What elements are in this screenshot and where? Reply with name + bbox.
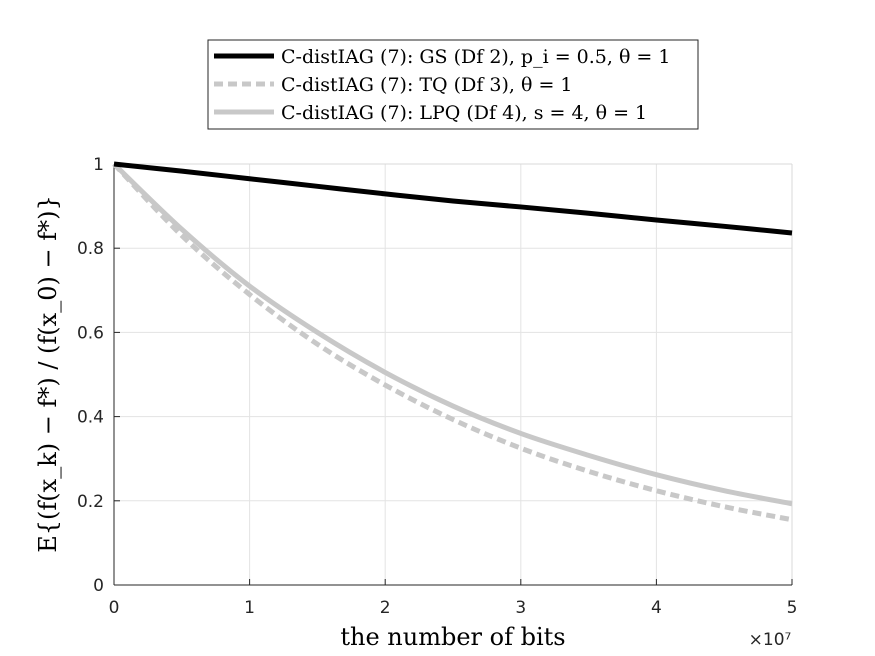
y-tick-label: 0.6 — [77, 323, 104, 343]
y-tick-label: 0.2 — [77, 492, 104, 512]
legend-box — [207, 39, 699, 130]
legend-label-tq: C-distIAG (7): TQ (Df 3), θ = 1 — [281, 74, 573, 96]
series-line-gs — [113, 161, 793, 236]
plot-area — [114, 164, 792, 585]
x-tick-label: 1 — [244, 598, 255, 618]
legend-label-lpq: C-distIAG (7): LPQ (Df 4), s = 4, θ = 1 — [281, 102, 647, 124]
legend-label-gs: C-distIAG (7): GS (Df 2), p_i = 0.5, θ =… — [281, 46, 670, 68]
y-tick-label: 0.8 — [77, 239, 104, 259]
legend: C-distIAG (7): GS (Df 2), p_i = 0.5, θ =… — [207, 39, 699, 130]
series-line-tq — [112, 162, 793, 523]
x-tick-labels: 0 1 2 3 4 5 — [109, 579, 798, 618]
x-axis-label: the number of bits — [340, 623, 565, 651]
x-tick-label: 4 — [651, 598, 662, 618]
y-tick-label: 0 — [93, 576, 104, 596]
x-tick-label: 5 — [787, 598, 798, 618]
series-line-lpq — [112, 162, 793, 507]
y-tick-labels: 0 0.2 0.4 0.6 0.8 1 — [77, 155, 120, 596]
x-tick-label: 0 — [109, 598, 120, 618]
y-tick-label: 0.4 — [77, 408, 104, 428]
x-axis-exponent: ×10⁷ — [749, 630, 792, 650]
y-axis-label: E{(f(x_k) − f*) / (f(x_0) − f*)} — [34, 195, 62, 552]
y-tick-label: 1 — [93, 155, 104, 175]
x-tick-label: 3 — [515, 598, 526, 618]
series-lines — [112, 161, 793, 523]
x-tick-label: 2 — [380, 598, 391, 618]
